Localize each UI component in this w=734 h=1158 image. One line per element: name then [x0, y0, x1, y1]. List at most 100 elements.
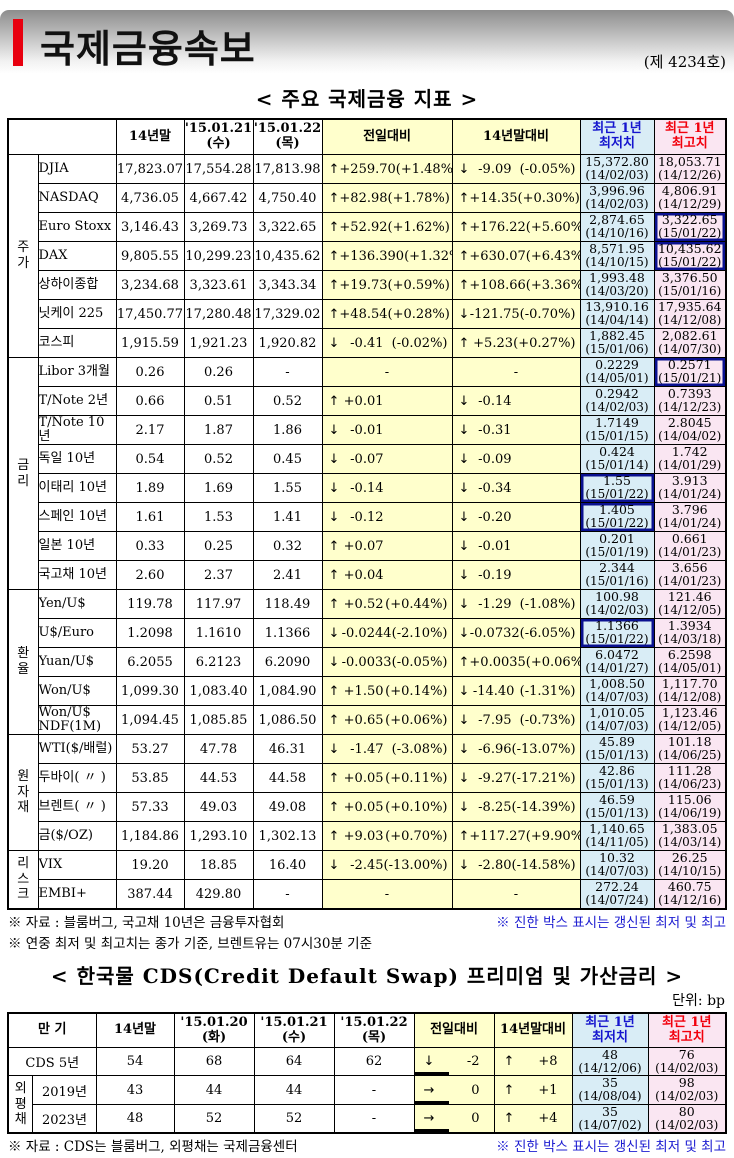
note-box-legend1: ※ 진한 박스 표시는 갱신된 최저 및 최고	[496, 915, 726, 931]
up-arrow-icon: ↑	[328, 712, 340, 728]
extreme-date: (14/10/16)	[585, 226, 649, 241]
table-row: 금 리 Libor 3개월 0.26 0.26- - -0.2229 (14/05/01) 0…	[7, 357, 727, 590]
change-value: -0.0033	[341, 654, 392, 670]
value-cell: 49.03	[183, 792, 254, 822]
change-cell: ↑ +19.73 (+0.59%)	[321, 270, 453, 300]
value-cell: 1.1610	[183, 618, 254, 648]
extreme-value: 45.89	[599, 734, 635, 750]
change-percent: (+5.60%)	[525, 219, 579, 235]
col-header-date2: '15.01.22 (목)	[333, 1012, 415, 1048]
year-low-cell: 13,910.16 (14/04/14)	[579, 299, 655, 329]
change-value: +0.05	[343, 799, 384, 815]
extreme-value: 42.86	[599, 763, 635, 779]
extreme-date: (15/01/13)	[585, 806, 649, 821]
value-cell: 1.53	[183, 502, 254, 532]
change-cell: -	[321, 879, 453, 910]
value-cell: 0.52	[252, 386, 323, 416]
change-percent: (-2.10%)	[391, 625, 448, 641]
extreme-value: 100.98	[595, 589, 639, 605]
change-cell: ↑+136.390(+1.32%)	[321, 241, 453, 271]
value-cell: 1,083.40	[183, 676, 254, 706]
value-cell: 18.85	[183, 850, 254, 880]
indicator-name-cell: Won/U$ NDF(1M)	[37, 705, 117, 735]
extreme-value: 98	[678, 1075, 695, 1091]
value-cell: 118.49	[252, 589, 323, 619]
maturity-cell: CDS 5년	[7, 1046, 97, 1077]
extreme-date: (14/03/20)	[585, 284, 649, 299]
extreme-date: (14/12/23)	[658, 400, 722, 415]
down-arrow-icon: ↓	[458, 712, 470, 728]
change-percent: (+9.90%)	[525, 828, 579, 844]
extreme-value: 6.2598	[667, 647, 712, 663]
change-value: +108.66	[469, 277, 526, 293]
extreme-value: 1.405	[599, 502, 635, 518]
extreme-date: (15/01/15)	[585, 429, 649, 444]
year-high-cell: 460.75 (14/12/16)	[653, 879, 727, 910]
extreme-date: (14/01/27)	[585, 661, 649, 676]
extreme-value: 4,806.91	[661, 183, 718, 199]
indicator-name-cell: T/Note 2년	[37, 386, 117, 416]
table-row: 이태리 10년 1.89 1.69 1.55 ↓ -0.14 ↓ -0.34 1.55 (15/0…	[8, 473, 727, 503]
change-value: -2	[466, 1054, 480, 1070]
indicator-name-cell: 닛케이 225	[37, 299, 117, 329]
header-row: 만 기 14년말 '15.01.20 (화) '15.01.21 (수) '15.0…	[7, 1012, 727, 1048]
col-header-daily-change: 전일대비	[413, 1012, 495, 1048]
extreme-value: 3.796	[671, 502, 708, 518]
up-arrow-icon: ↑	[458, 277, 470, 293]
year-high-cell: 4,806.91 (14/12/29)	[653, 183, 727, 213]
extreme-date: (14/01/23)	[658, 574, 722, 589]
value-cell: 2.41	[252, 560, 323, 590]
indicator-name-cell: Yuan/U$	[37, 647, 117, 677]
year-high-cell: 3.913 (14/01/24)	[653, 473, 727, 503]
cds-header: 만 기 14년말 '15.01.20 (화) '15.01.21 (수) '15.0…	[7, 1012, 727, 1048]
change-percent: (+0.59%)	[387, 277, 450, 293]
indicator-name-cell: 독일 10년	[37, 444, 117, 474]
value-cell: 0.54	[115, 444, 185, 474]
value-cell: 6.2055	[115, 647, 185, 677]
up-arrow-icon: ↑	[328, 567, 340, 583]
extreme-date: (14/04/02)	[658, 429, 722, 444]
down-arrow-icon: ↓	[458, 306, 470, 322]
change-cell: ↑ +8	[493, 1046, 573, 1077]
col-header-ytd-change: 14년말대비	[451, 118, 581, 155]
change-value: -1.47	[350, 741, 384, 757]
note-source1: ※ 자료 : 블룸버그, 국고채 10년은 금융투자협회	[8, 915, 285, 931]
down-arrow-icon: ↓	[328, 451, 340, 467]
down-arrow-icon: ↓	[328, 509, 340, 525]
down-arrow-icon: ↓	[458, 596, 470, 612]
col-header-date1: '15.01.21 (수)	[183, 118, 254, 155]
year-high-cell: 3.656 (14/01/23)	[653, 560, 727, 590]
change-cell: ↓ -0.34	[451, 473, 581, 503]
indicator-name-cell: 브렌트( 〃 )	[37, 792, 117, 822]
extreme-date: (14/08/04)	[578, 1089, 642, 1104]
change-percent: (+1.32%)	[404, 248, 451, 264]
extreme-date: (14/02/03)	[585, 168, 649, 183]
change-percent: (-0.70%)	[519, 306, 576, 322]
change-value: +5.23	[473, 335, 513, 351]
value-cell: 1.61	[115, 502, 185, 532]
down-arrow-icon: ↓	[458, 393, 470, 409]
indicator-name-cell: Won/U$	[37, 676, 117, 706]
year-low-cell: 15,372.80 (14/02/03)	[579, 154, 655, 184]
change-value: +0.65	[343, 712, 384, 728]
extreme-date: (15/01/16)	[658, 284, 722, 299]
change-cell: ↓ -0.07	[321, 444, 453, 474]
year-high-cell: 26.25 (14/10/15)	[653, 850, 727, 880]
change-cell: ↓ -6.96 (-13.07%)	[451, 734, 581, 764]
extreme-date: (14/02/03)	[655, 1089, 719, 1104]
up-arrow-icon: ↑	[328, 770, 340, 786]
extreme-value: 76	[678, 1047, 695, 1062]
indicator-name-cell: VIX	[37, 850, 117, 880]
change-value: +0.52	[343, 596, 384, 612]
down-arrow-icon: ↓	[458, 741, 470, 757]
down-arrow-icon: ↓	[328, 335, 340, 351]
change-cell: ↓ -0.0244 (-2.10%)	[321, 618, 453, 648]
year-low-cell: 272.24 (14/07/24)	[579, 879, 655, 910]
change-cell: ↑ +259.70 (+1.48%)	[321, 154, 453, 184]
table-row: 2023년 48 52 52- → 0 ↑ +4 35 (14/07/02) 80 (14/02/03…	[8, 1103, 727, 1134]
value-cell: 53.85	[115, 763, 185, 793]
year-high-cell: 98 (14/02/03)	[647, 1075, 727, 1105]
year-high-cell: 3.796 (14/01/24)	[653, 502, 727, 532]
extreme-value: 2.8045	[667, 415, 712, 431]
change-value: -7.95	[478, 712, 512, 728]
